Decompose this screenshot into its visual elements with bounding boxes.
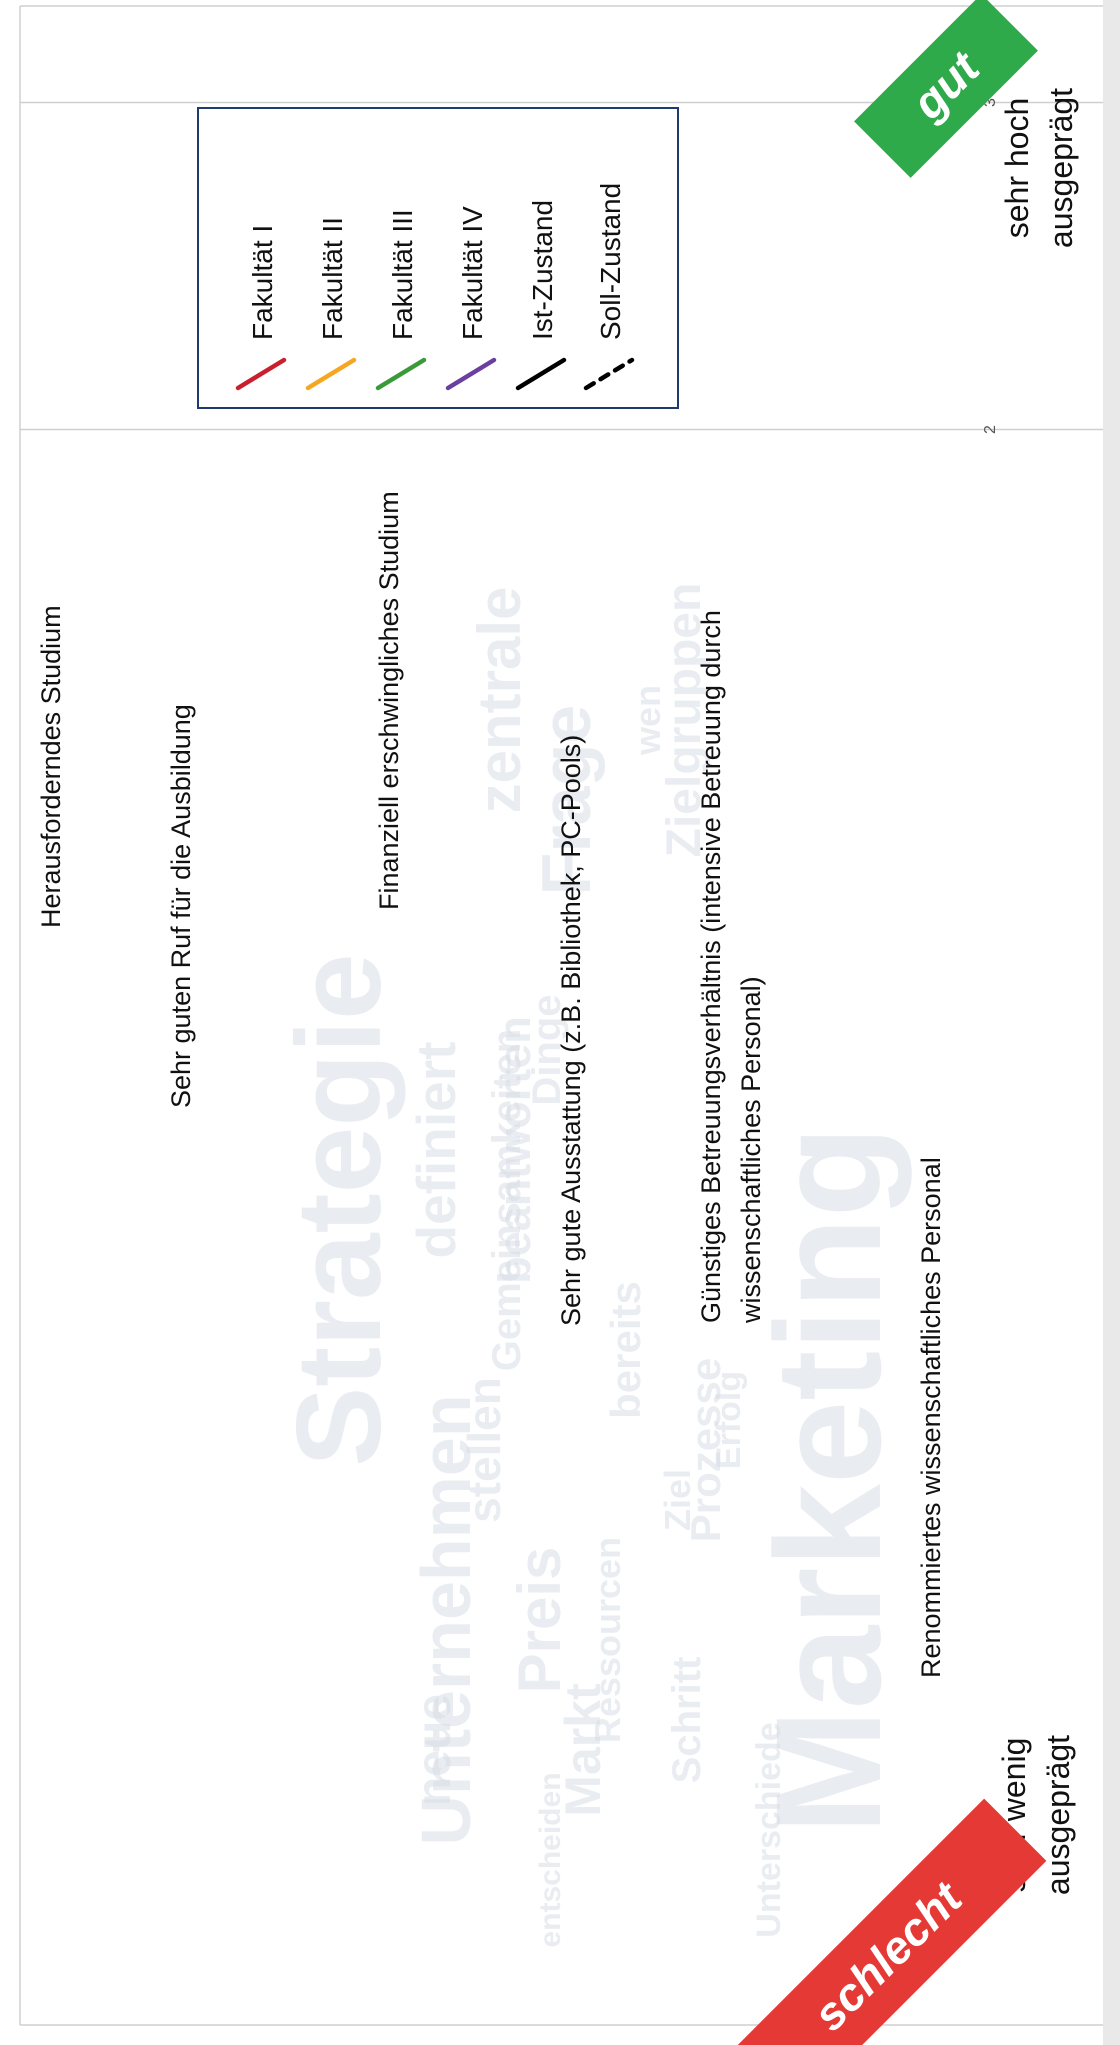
background-word: Dinge [525, 994, 569, 1105]
background-word: entscheiden [534, 1772, 567, 1947]
background-word: Preis [506, 1547, 573, 1694]
background-word: neue [408, 1694, 461, 1806]
background-word: Zielgruppen [658, 583, 711, 858]
background-word: Ziel [657, 1469, 698, 1531]
background-word: Markt [555, 1683, 611, 1817]
background-word: zentrale [466, 587, 533, 814]
category-label: Renommiertes wissenschaftliches Personal [916, 1157, 946, 1678]
background-word: Marketing [744, 1126, 912, 1834]
background-word: Frage [527, 705, 605, 896]
legend-label: Fakultät III [387, 209, 418, 340]
background-word: Unternehmen [407, 1394, 485, 1845]
tick-label: 3 [982, 98, 999, 107]
legend-label: Fakultät II [317, 217, 348, 340]
background-word: Erfolg [710, 1371, 748, 1469]
legend-box [197, 107, 679, 409]
tick-labels: 23456 [982, 98, 999, 434]
legend-swatch [375, 357, 427, 391]
category-label: Herausforderndes Studium [36, 605, 66, 928]
tick-label: 2 [982, 425, 999, 434]
badge-background [729, 1798, 1047, 2045]
legend-swatch [305, 357, 357, 391]
background-word: Gemeinsamkeiten [485, 1029, 529, 1371]
legend-label: Fakultät IV [457, 206, 488, 340]
legend-label: Soll-Zustand [595, 183, 626, 340]
legend-swatch [515, 357, 567, 391]
category-label: Sehr guten Ruf für die Ausbildung [166, 704, 196, 1108]
background-word: beantworten [489, 1016, 540, 1284]
background-word: definiert [405, 1042, 467, 1259]
background-word: Schritt [665, 1657, 709, 1784]
legend-label: Ist-Zustand [527, 200, 558, 340]
category-label: Sehr gute Ausstattung (z.B. Bibliothek, … [556, 735, 586, 1326]
category-labels: Herausforderndes Studium Sehr guten Ruf f… [36, 491, 946, 1678]
background-word: wen [627, 685, 668, 756]
category-label: Günstiges Betreuungsverhältnis (intensiv… [696, 610, 766, 1324]
background-word: bereits [602, 1281, 649, 1419]
legend-label: Fakultät I [247, 225, 278, 340]
legend: Fakultät I Fakultät II Fakultät III Fakultä… [197, 107, 679, 409]
background-word: Unterschiede [750, 1722, 788, 1937]
badge-background [854, 0, 1038, 178]
legend-swatch [235, 357, 287, 391]
category-label: Finanziell erschwingliches Studium [374, 491, 404, 910]
right-edge-strip [1103, 0, 1120, 2045]
background-word: stellen [458, 1377, 510, 1523]
scale-high-label: sehr hoch ausgeprägt [999, 88, 1079, 248]
legend-swatch [445, 357, 497, 391]
background-word: Ressourcen [587, 1537, 628, 1743]
legend-swatch [583, 357, 635, 391]
background-word: Strategie [272, 953, 406, 1467]
background-word: Prozesse [682, 1358, 729, 1542]
